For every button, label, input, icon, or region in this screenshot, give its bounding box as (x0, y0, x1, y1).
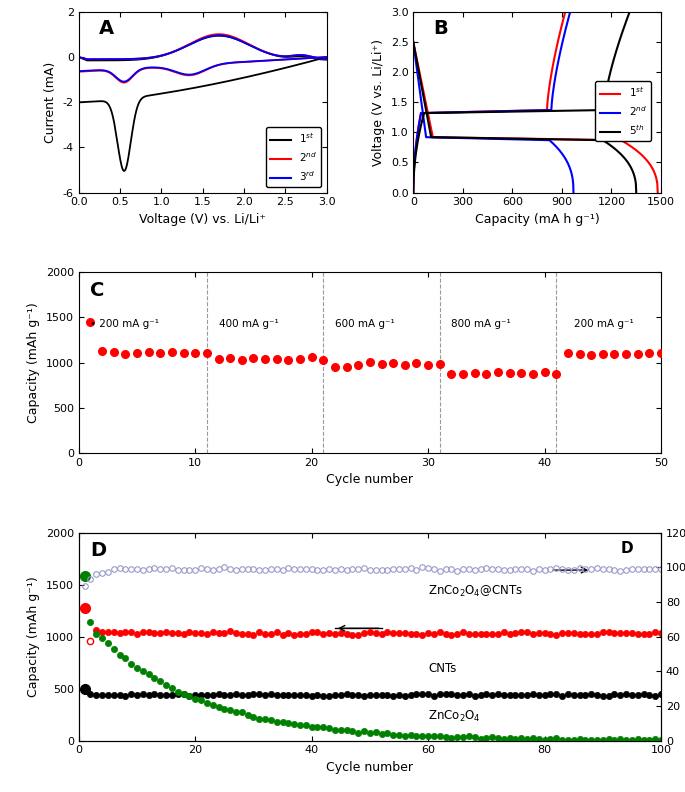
Text: D: D (620, 541, 633, 556)
X-axis label: Capacity (mA h g⁻¹): Capacity (mA h g⁻¹) (475, 213, 599, 226)
Legend: 1$^{st}$, 2$^{nd}$, 3$^{rd}$: 1$^{st}$, 2$^{nd}$, 3$^{rd}$ (266, 128, 321, 188)
X-axis label: Cycle number: Cycle number (326, 761, 414, 774)
Text: 400 mA g⁻¹: 400 mA g⁻¹ (219, 319, 278, 329)
Text: ZnCo$_2$O$_4$: ZnCo$_2$O$_4$ (428, 709, 481, 724)
Text: 600 mA g⁻¹: 600 mA g⁻¹ (335, 319, 395, 329)
X-axis label: Cycle number: Cycle number (326, 474, 414, 486)
Y-axis label: Capacity (mAh g⁻¹): Capacity (mAh g⁻¹) (27, 577, 40, 697)
Y-axis label: Current (mA): Current (mA) (45, 62, 58, 143)
Y-axis label: Capacity (mAh g⁻¹): Capacity (mAh g⁻¹) (27, 303, 40, 423)
Text: 200 mA g⁻¹: 200 mA g⁻¹ (573, 319, 634, 329)
Text: B: B (433, 19, 448, 38)
Text: • 200 mA g⁻¹: • 200 mA g⁻¹ (90, 319, 160, 329)
Text: D: D (90, 541, 107, 560)
Text: A: A (99, 19, 114, 38)
X-axis label: Voltage (V) vs. Li/Li⁺: Voltage (V) vs. Li/Li⁺ (139, 213, 266, 226)
Legend: 1$^{st}$, 2$^{nd}$, 5$^{th}$: 1$^{st}$, 2$^{nd}$, 5$^{th}$ (595, 82, 651, 141)
Y-axis label: Voltage (V vs. Li/Li⁺): Voltage (V vs. Li/Li⁺) (372, 39, 385, 166)
Text: CNTs: CNTs (428, 662, 456, 675)
Text: ZnCo$_2$O$_4$@CNTs: ZnCo$_2$O$_4$@CNTs (428, 584, 523, 599)
Text: 800 mA g⁻¹: 800 mA g⁻¹ (451, 319, 511, 329)
Text: C: C (90, 281, 105, 300)
